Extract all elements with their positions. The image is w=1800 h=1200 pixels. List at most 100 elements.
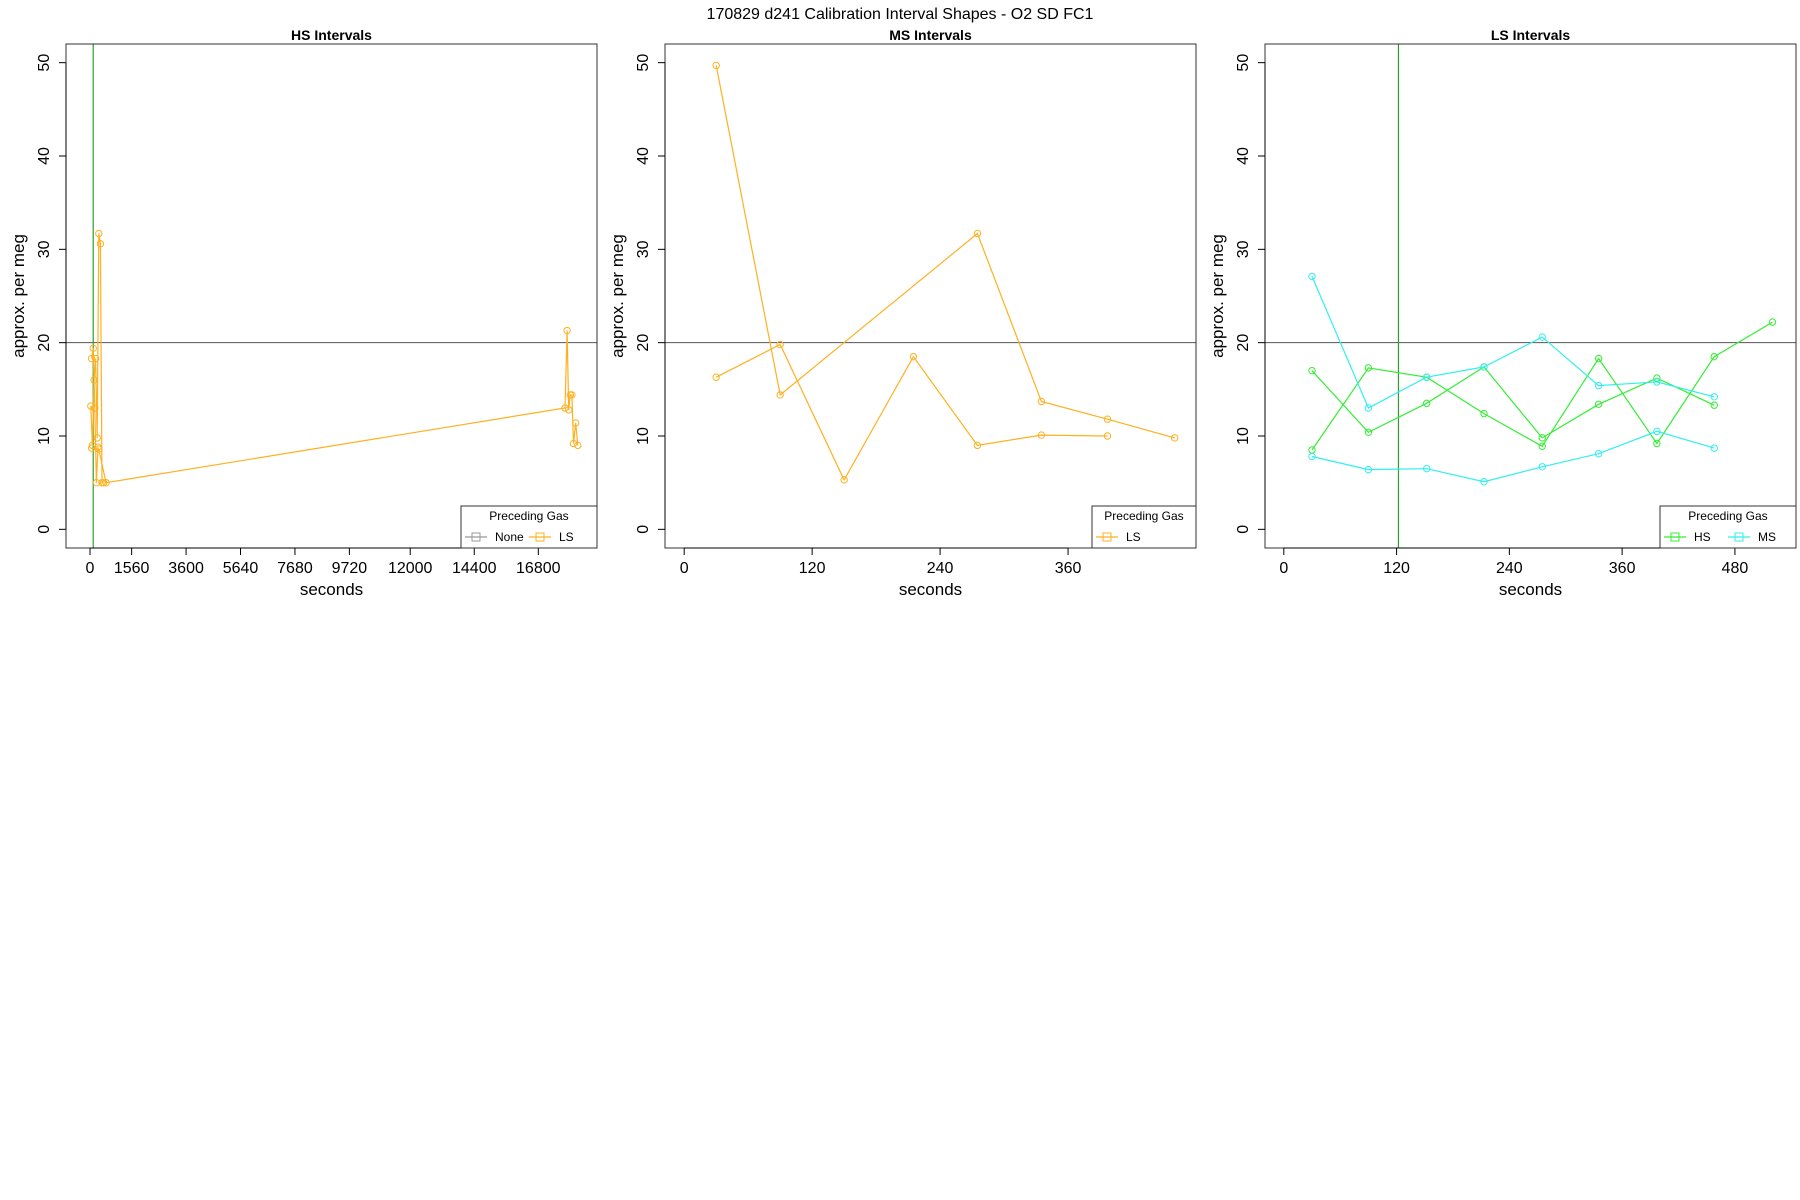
x-tick-label: 3600 <box>168 560 204 577</box>
x-axis-label: seconds <box>899 580 962 599</box>
y-tick-label: 10 <box>1235 427 1252 445</box>
data-point <box>1103 432 1112 440</box>
data-point <box>1480 478 1488 486</box>
chart-panel-3: LS Intervals 0 120 240 360 480 seconds 0 10 20 30 4… <box>1208 27 1797 599</box>
data-point <box>1594 450 1603 458</box>
data-point <box>1594 354 1603 363</box>
data-point <box>1653 378 1661 386</box>
legend-label: None <box>495 530 524 544</box>
x-tick-label: 120 <box>1383 560 1410 577</box>
data-point <box>909 352 918 361</box>
data-point <box>840 476 848 484</box>
legend-box <box>460 505 598 549</box>
data-point <box>1653 427 1661 436</box>
y-tick-label: 20 <box>36 334 53 352</box>
y-tick-label: 20 <box>1235 334 1252 352</box>
series-line-ls-c <box>91 330 579 484</box>
chart-panel-1: HS Intervals 0 1560 3600 5640 7680 9720 12000 14… <box>9 27 598 599</box>
legend-swatch-marker <box>1734 532 1744 542</box>
x-tick-label: 12000 <box>388 560 433 577</box>
legend-box <box>1659 505 1797 549</box>
y-tick-label: 50 <box>635 54 652 72</box>
y-tick-label: 40 <box>1235 147 1252 165</box>
x-tick-label: 120 <box>799 560 826 577</box>
data-point <box>1710 393 1718 401</box>
data-point <box>1538 333 1546 341</box>
data-point <box>1422 464 1431 473</box>
x-tick-label: 14400 <box>452 560 497 577</box>
x-tick-label: 7680 <box>277 560 313 577</box>
data-point <box>1710 352 1718 361</box>
data-point <box>1308 366 1316 375</box>
data-point <box>87 354 96 363</box>
data-point <box>1308 452 1316 461</box>
y-tick-label: 20 <box>635 334 652 352</box>
data-point <box>776 340 784 349</box>
data-point <box>1364 465 1373 474</box>
data-point <box>571 419 580 427</box>
data-point <box>1480 363 1488 371</box>
data-point <box>1364 428 1373 436</box>
data-point <box>89 344 97 352</box>
y-axis-label: approx. per meg <box>1208 234 1227 358</box>
data-point <box>1538 463 1546 471</box>
x-tick-label: 5640 <box>223 560 259 577</box>
x-tick-label: 1560 <box>114 560 150 577</box>
data-point <box>1710 444 1718 452</box>
x-tick-label: 9720 <box>332 560 368 577</box>
data-point <box>1037 397 1046 406</box>
data-point <box>569 439 578 448</box>
data-point <box>1170 434 1179 442</box>
x-axis-label: seconds <box>1499 580 1562 599</box>
data-point <box>973 441 982 450</box>
data-point <box>1308 446 1316 454</box>
x-tick-label: 360 <box>1609 560 1636 577</box>
y-tick-label: 10 <box>635 427 652 445</box>
data-point <box>96 240 105 248</box>
data-point <box>92 478 101 487</box>
y-tick-label: 0 <box>635 525 652 534</box>
data-point <box>1710 401 1718 409</box>
data-point <box>91 404 99 412</box>
y-axis-label: approx. per meg <box>9 234 28 358</box>
legend-label: HS <box>1694 530 1711 544</box>
y-tick-label: 40 <box>36 147 53 165</box>
legend: Preceding Gas HS MS <box>1659 505 1797 549</box>
legend-title: Preceding Gas <box>1688 509 1767 523</box>
plot-frame <box>664 43 1197 549</box>
legend-swatch-marker <box>471 532 481 542</box>
data-point <box>1308 272 1316 281</box>
y-tick-label: 50 <box>1235 54 1252 72</box>
y-tick-label: 30 <box>1235 240 1252 258</box>
data-point <box>1103 415 1112 423</box>
legend-swatch-marker <box>535 532 545 542</box>
y-tick-label: 30 <box>36 240 53 258</box>
series-line-ms-1 <box>1311 276 1715 409</box>
legend-label: LS <box>1126 530 1141 544</box>
data-point <box>1422 399 1431 408</box>
y-tick-label: 40 <box>635 147 652 165</box>
y-tick-label: 0 <box>36 525 53 534</box>
chart-panel-2: MS Intervals 0 120 240 360 seconds 0 10 20 30 40 50… <box>608 27 1197 599</box>
y-tick-label: 10 <box>36 427 53 445</box>
series-line-ls-2 <box>715 343 1108 482</box>
series-line-hs-1 <box>1311 321 1773 451</box>
panel-title: HS Intervals <box>291 27 372 43</box>
data-point <box>1653 439 1661 448</box>
x-tick-label: 0 <box>680 560 689 577</box>
legend-swatch-marker <box>1670 532 1680 542</box>
legend-label: LS <box>559 530 574 544</box>
data-point <box>102 478 110 487</box>
data-point <box>87 444 96 452</box>
y-tick-label: 30 <box>635 240 652 258</box>
data-point <box>1364 404 1373 412</box>
y-axis-label: approx. per meg <box>608 234 627 358</box>
data-point <box>93 434 101 442</box>
data-point <box>712 61 720 70</box>
data-point <box>95 229 103 238</box>
x-tick-label: 0 <box>1279 560 1288 577</box>
series-line-ls-a <box>90 233 104 484</box>
data-point <box>1538 434 1546 442</box>
y-tick-label: 50 <box>36 54 53 72</box>
